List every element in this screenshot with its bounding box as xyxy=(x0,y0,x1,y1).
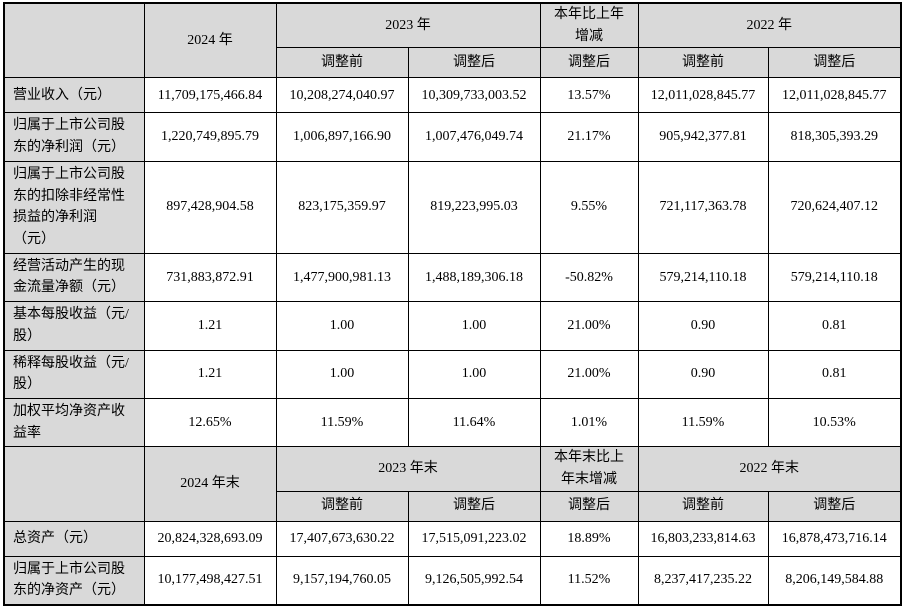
value-cell-2023-pre: 1,477,900,981.13 xyxy=(275,252,409,303)
table-row-basic-eps: 基本每股收益（元/股） 1.21 1.00 1.00 21.00% 0.90 0… xyxy=(3,301,902,351)
value-cell-2024: 12.65% xyxy=(143,397,277,448)
section1-subheader-2022-pre: 调整前 xyxy=(637,47,769,79)
value-cell-2022-pre: 905,942,377.81 xyxy=(637,112,769,162)
value-cell-2022-pre: 0.90 xyxy=(637,301,769,351)
value-cell-2023-pre: 1.00 xyxy=(275,349,409,399)
section2-subheader-2022-pre: 调整前 xyxy=(637,490,769,522)
value-cell-2023-pre: 823,175,359.97 xyxy=(275,160,409,254)
value-cell-2023-post: 1.00 xyxy=(407,349,541,399)
table-row-deducted-net-profit: 归属于上市公司股东的扣除非经常性损益的净利润（元） 897,428,904.58… xyxy=(3,160,902,254)
section1-col-header-2023: 2023 年 xyxy=(275,2,541,49)
section2-header-row-1: 2024 年末 2023 年末 本年末比上年末增减 2022 年末 xyxy=(3,446,902,522)
value-cell-change: 1.01% xyxy=(539,397,639,448)
row-label-cell: 总资产（元） xyxy=(3,520,145,557)
value-cell-change: 21.17% xyxy=(539,112,639,162)
value-cell-2022-pre: 11.59% xyxy=(637,397,769,448)
row-label-cell: 稀释每股收益（元/股） xyxy=(3,349,145,399)
value-cell-2022-post: 10.53% xyxy=(767,397,902,448)
value-cell-2023-pre: 17,407,673,630.22 xyxy=(275,520,409,557)
value-cell-2024: 10,177,498,427.51 xyxy=(143,555,277,606)
section1-subheader-2023-pre: 调整前 xyxy=(275,47,409,79)
section1-header-row-1: 2024 年 2023 年 本年比上年增减 2022 年 xyxy=(3,2,902,79)
table-row-net-profit: 归属于上市公司股东的净利润（元） 1,220,749,895.79 1,006,… xyxy=(3,112,902,162)
value-cell-change: 11.52% xyxy=(539,555,639,606)
row-label-cell: 归属于上市公司股东的扣除非经常性损益的净利润（元） xyxy=(3,160,145,254)
value-cell-change: 21.00% xyxy=(539,349,639,399)
row-label-cell: 归属于上市公司股东的净资产（元） xyxy=(3,555,145,606)
value-cell-2023-pre: 11.59% xyxy=(275,397,409,448)
section2-subheader-2022-post: 调整后 xyxy=(767,490,902,522)
value-cell-2023-post: 1,488,189,306.18 xyxy=(407,252,541,303)
value-cell-change: 18.89% xyxy=(539,520,639,557)
section2-header-row-2: 调整前 调整后 调整后 调整前 调整后 xyxy=(4,490,902,522)
document-page: 2024 年 2023 年 本年比上年增减 2022 年 调整前 调整后 调整后… xyxy=(3,2,902,606)
value-cell-2022-post: 0.81 xyxy=(767,349,902,399)
value-cell-2022-post: 720,624,407.12 xyxy=(767,160,902,254)
section1-col-header-change: 本年比上年增减 xyxy=(539,2,639,49)
row-label-cell: 经营活动产生的现金流量净额（元） xyxy=(3,252,145,303)
table-row-revenue: 营业收入（元） 11,709,175,466.84 10,208,274,040… xyxy=(3,77,902,114)
value-cell-2022-post: 579,214,110.18 xyxy=(767,252,902,303)
row-label-cell: 加权平均净资产收益率 xyxy=(3,397,145,448)
value-cell-2024: 1,220,749,895.79 xyxy=(143,112,277,162)
section2-col-header-2023: 2023 年末 xyxy=(275,446,541,492)
value-cell-2024: 731,883,872.91 xyxy=(143,252,277,303)
value-cell-change: 9.55% xyxy=(539,160,639,254)
row-label-cell: 营业收入（元） xyxy=(3,77,145,114)
row-label-cell: 基本每股收益（元/股） xyxy=(3,301,145,351)
value-cell-2024: 1.21 xyxy=(143,349,277,399)
table-row-weighted-avg-roe: 加权平均净资产收益率 12.65% 11.59% 11.64% 1.01% 11… xyxy=(3,397,902,448)
table-row-diluted-eps: 稀释每股收益（元/股） 1.21 1.00 1.00 21.00% 0.90 0… xyxy=(3,349,902,399)
value-cell-2022-post: 818,305,393.29 xyxy=(767,112,902,162)
value-cell-2023-pre: 10,208,274,040.97 xyxy=(275,77,409,114)
value-cell-2022-post: 12,011,028,845.77 xyxy=(767,77,902,114)
value-cell-2023-post: 17,515,091,223.02 xyxy=(407,520,541,557)
value-cell-2023-post: 1.00 xyxy=(407,301,541,351)
value-cell-2023-post: 1,007,476,049.74 xyxy=(407,112,541,162)
section1-header-row-2: 调整前 调整后 调整后 调整前 调整后 xyxy=(4,47,902,79)
section2-subheader-2023-post: 调整后 xyxy=(407,490,541,522)
value-cell-change: 21.00% xyxy=(539,301,639,351)
value-cell-2023-pre: 1,006,897,166.90 xyxy=(275,112,409,162)
financial-summary-table: 2024 年 2023 年 本年比上年增减 2022 年 调整前 调整后 调整后… xyxy=(3,2,902,606)
value-cell-2024: 1.21 xyxy=(143,301,277,351)
section2-col-header-2022: 2022 年末 xyxy=(637,446,902,492)
value-cell-2024: 20,824,328,693.09 xyxy=(143,520,277,557)
section1-col-header-2024: 2024 年 xyxy=(143,2,277,79)
value-cell-2023-post: 10,309,733,003.52 xyxy=(407,77,541,114)
value-cell-2022-pre: 8,237,417,235.22 xyxy=(637,555,769,606)
section2-col-header-2024: 2024 年末 xyxy=(143,446,277,522)
section2-corner-cell xyxy=(3,446,145,522)
row-label-cell: 归属于上市公司股东的净利润（元） xyxy=(3,112,145,162)
table-row-operating-cash-flow: 经营活动产生的现金流量净额（元） 731,883,872.91 1,477,90… xyxy=(3,252,902,303)
value-cell-2023-post: 11.64% xyxy=(407,397,541,448)
value-cell-2022-post: 16,878,473,716.14 xyxy=(767,520,902,557)
section1-col-header-2022: 2022 年 xyxy=(637,2,902,49)
value-cell-change: 13.57% xyxy=(539,77,639,114)
section1-corner-cell xyxy=(3,2,145,79)
value-cell-2024: 897,428,904.58 xyxy=(143,160,277,254)
section2-col-header-change: 本年末比上年末增减 xyxy=(539,446,639,492)
value-cell-2022-pre: 12,011,028,845.77 xyxy=(637,77,769,114)
value-cell-2022-pre: 16,803,233,814.63 xyxy=(637,520,769,557)
value-cell-2024: 11,709,175,466.84 xyxy=(143,77,277,114)
value-cell-2023-pre: 1.00 xyxy=(275,301,409,351)
value-cell-2023-post: 9,126,505,992.54 xyxy=(407,555,541,606)
section1-subheader-2023-post: 调整后 xyxy=(407,47,541,79)
value-cell-2022-pre: 579,214,110.18 xyxy=(637,252,769,303)
value-cell-2022-pre: 721,117,363.78 xyxy=(637,160,769,254)
value-cell-2023-pre: 9,157,194,760.05 xyxy=(275,555,409,606)
value-cell-2022-post: 8,206,149,584.88 xyxy=(767,555,902,606)
value-cell-change: -50.82% xyxy=(539,252,639,303)
value-cell-2023-post: 819,223,995.03 xyxy=(407,160,541,254)
section2-subheader-change-post: 调整后 xyxy=(539,490,639,522)
value-cell-2022-post: 0.81 xyxy=(767,301,902,351)
table-row-total-assets: 总资产（元） 20,824,328,693.09 17,407,673,630.… xyxy=(3,520,902,557)
table-row-net-assets: 归属于上市公司股东的净资产（元） 10,177,498,427.51 9,157… xyxy=(3,555,902,606)
value-cell-2022-pre: 0.90 xyxy=(637,349,769,399)
section1-subheader-change-post: 调整后 xyxy=(539,47,639,79)
section2-subheader-2023-pre: 调整前 xyxy=(275,490,409,522)
section1-subheader-2022-post: 调整后 xyxy=(767,47,902,79)
